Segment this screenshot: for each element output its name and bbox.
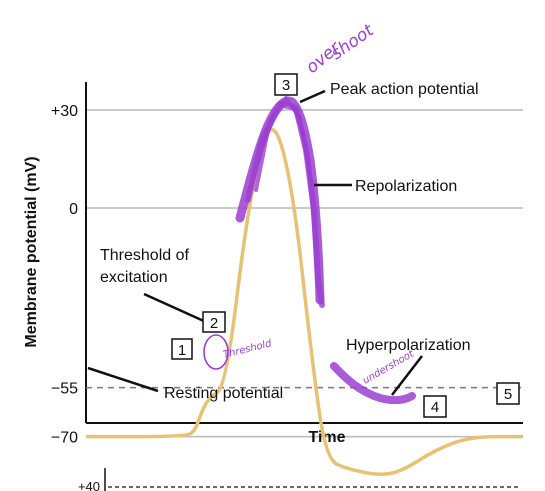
- svg-text:5: 5: [504, 386, 512, 403]
- label-hyperpolarization: Hyperpolarization: [346, 337, 471, 354]
- leader-hyperpolarization: [391, 355, 423, 396]
- step-box-4: 4: [423, 395, 447, 418]
- y-tick-label: −70: [51, 430, 78, 447]
- series-line-0: [86, 128, 523, 476]
- scribble-peak-3: [254, 96, 314, 192]
- y-tick-labels: +30 0 −55 −70: [51, 103, 78, 447]
- y-tick-label: −55: [51, 381, 78, 398]
- step-box-3: 3: [274, 73, 298, 96]
- svg-text:2: 2: [210, 315, 218, 332]
- handwriting-overlay: [203, 96, 416, 405]
- svg-text:1: 1: [178, 342, 186, 359]
- svg-text:3: 3: [282, 77, 290, 94]
- step-box-2: 2: [202, 311, 226, 333]
- scribble-peak-2: [245, 101, 325, 308]
- y-tick-label: 0: [69, 201, 78, 218]
- axes: [85, 82, 523, 424]
- label-repolarization: Repolarization: [355, 178, 457, 195]
- scribble-undershoot: [330, 362, 416, 405]
- leader-peak: [299, 89, 326, 104]
- leader-resting: [87, 366, 159, 393]
- label-peak: Peak action potential: [330, 81, 479, 98]
- step-box-5: 5: [496, 382, 520, 405]
- step-box-1: 1: [171, 338, 193, 360]
- label-resting: Resting potential: [164, 385, 283, 402]
- annotation-leaders: [87, 89, 423, 396]
- label-threshold-1: Threshold of: [100, 247, 189, 264]
- svg-text:4: 4: [431, 399, 439, 416]
- leader-threshold: [143, 292, 207, 324]
- series-layer: [86, 128, 523, 476]
- second-chart-tick: +40: [78, 479, 100, 491]
- y-tick-label: +30: [51, 103, 78, 120]
- label-threshold-2: excitation: [100, 269, 168, 286]
- x-axis-label: Time: [308, 429, 345, 446]
- threshold-circle: [203, 334, 229, 370]
- handwriting-shoot: shoot: [327, 20, 378, 64]
- second-chart-partial: +40: [78, 468, 520, 491]
- y-axis-label: Membrane potential (mV): [23, 156, 40, 347]
